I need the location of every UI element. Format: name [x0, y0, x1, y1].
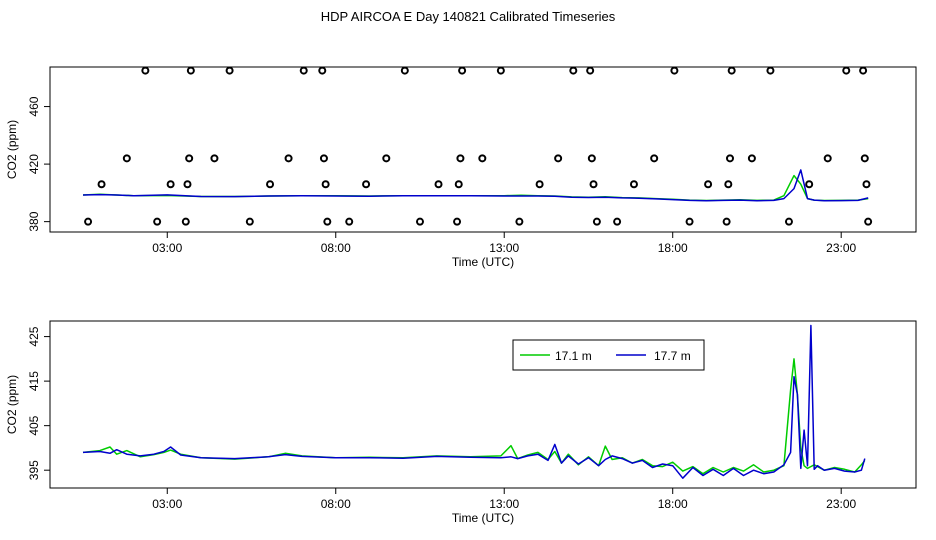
calibration-point: [722, 217, 731, 226]
calibration-point: [183, 180, 192, 189]
x-tick-label: 08:00: [321, 497, 351, 511]
series-line-17-1-m: [82, 358, 866, 475]
y-tick-label: 405: [27, 415, 41, 435]
y-axis-label: CO2 (ppm): [5, 375, 19, 434]
calibration-point: [569, 66, 578, 75]
calibration-point: [613, 217, 622, 226]
calibration-point: [166, 180, 175, 189]
plot-frame: [49, 66, 917, 233]
calibration-point: [245, 217, 254, 226]
x-axis-label: Time (UTC): [452, 511, 514, 525]
calibration-point: [321, 180, 330, 189]
calibration-point: [478, 154, 487, 163]
calibration-point: [860, 154, 869, 163]
x-tick-label: 23:00: [826, 497, 856, 511]
calibration-point: [725, 154, 734, 163]
calibration-point: [496, 66, 505, 75]
calibration-point: [784, 217, 793, 226]
calibration-point: [650, 154, 659, 163]
calibration-point: [400, 66, 409, 75]
calibration-point: [727, 66, 736, 75]
co2-timeseries-panel: 03:00 08:00 13:00 18:00 23:00 395 405 415 425 Tim…: [5, 320, 917, 525]
calibration-point: [284, 154, 293, 163]
calibration-point: [319, 154, 328, 163]
y-tick-label: 395: [27, 460, 41, 480]
calibrated-timeseries-panel: 03:00 08:00 13:00 18:00 23:00 380 420 460 Time (…: [5, 66, 917, 269]
x-tick-label: 08:00: [321, 241, 351, 255]
y-tick-label: 460: [27, 96, 41, 116]
calibration-point: [747, 154, 756, 163]
calibration-point: [629, 180, 638, 189]
y-tick-label: 380: [27, 211, 41, 231]
calibration-point: [454, 180, 463, 189]
calibration-point: [345, 217, 354, 226]
calibration-point: [210, 154, 219, 163]
x-tick-label: 03:00: [152, 497, 182, 511]
calibration-point: [181, 217, 190, 226]
calibration-point: [415, 217, 424, 226]
series-line-17-7-m: [82, 169, 869, 202]
calibration-point: [766, 66, 775, 75]
x-tick-label: 03:00: [152, 241, 182, 255]
calibration-point: [122, 154, 131, 163]
calibration-point: [185, 154, 194, 163]
calibration-point: [362, 180, 371, 189]
x-tick-label: 13:00: [489, 497, 519, 511]
figure-title: HDP AIRCOA E Day 140821 Calibrated Times…: [320, 9, 616, 24]
x-axis-label: Time (UTC): [452, 255, 514, 269]
x-tick-label: 18:00: [658, 497, 688, 511]
calibration-point: [225, 66, 234, 75]
calibration-point: [266, 180, 275, 189]
calibration-point: [805, 180, 814, 189]
legend: 17.1 m 17.7 m: [512, 339, 705, 371]
calibration-point: [515, 217, 524, 226]
calibration-point: [382, 154, 391, 163]
calibration-point: [704, 180, 713, 189]
calibration-point: [299, 66, 308, 75]
calibration-point: [535, 180, 544, 189]
calibration-point: [323, 217, 332, 226]
calibration-point: [458, 66, 467, 75]
y-tick-label: 425: [27, 326, 41, 346]
calibration-point: [97, 180, 106, 189]
calibration-point: [141, 66, 150, 75]
calibration-point: [724, 180, 733, 189]
y-tick-label: 420: [27, 154, 41, 174]
calibration-point: [859, 66, 868, 75]
x-tick-label: 13:00: [489, 241, 519, 255]
legend-label: 17.1 m: [555, 349, 592, 363]
calibration-point: [862, 180, 871, 189]
plot-frame: [49, 320, 917, 489]
legend-label: 17.7 m: [654, 349, 691, 363]
calibration-point: [586, 66, 595, 75]
calibration-point: [864, 217, 873, 226]
x-tick-label: 23:00: [826, 241, 856, 255]
calibration-point: [823, 154, 832, 163]
calibration-point: [153, 217, 162, 226]
calibration-point: [434, 180, 443, 189]
y-axis-label: CO2 (ppm): [5, 120, 19, 179]
calibration-point: [589, 180, 598, 189]
calibration-point: [592, 217, 601, 226]
calibration-point: [554, 154, 563, 163]
series-line-17-7-m: [82, 324, 866, 479]
calibration-point: [84, 217, 93, 226]
calibration-point: [670, 66, 679, 75]
calibration-point: [318, 66, 327, 75]
calibration-point: [842, 66, 851, 75]
calibration-point: [587, 154, 596, 163]
calibration-point: [453, 217, 462, 226]
y-tick-label: 415: [27, 371, 41, 391]
x-tick-label: 18:00: [658, 241, 688, 255]
calibration-point: [186, 66, 195, 75]
calibration-point: [685, 217, 694, 226]
calibration-point: [456, 154, 465, 163]
